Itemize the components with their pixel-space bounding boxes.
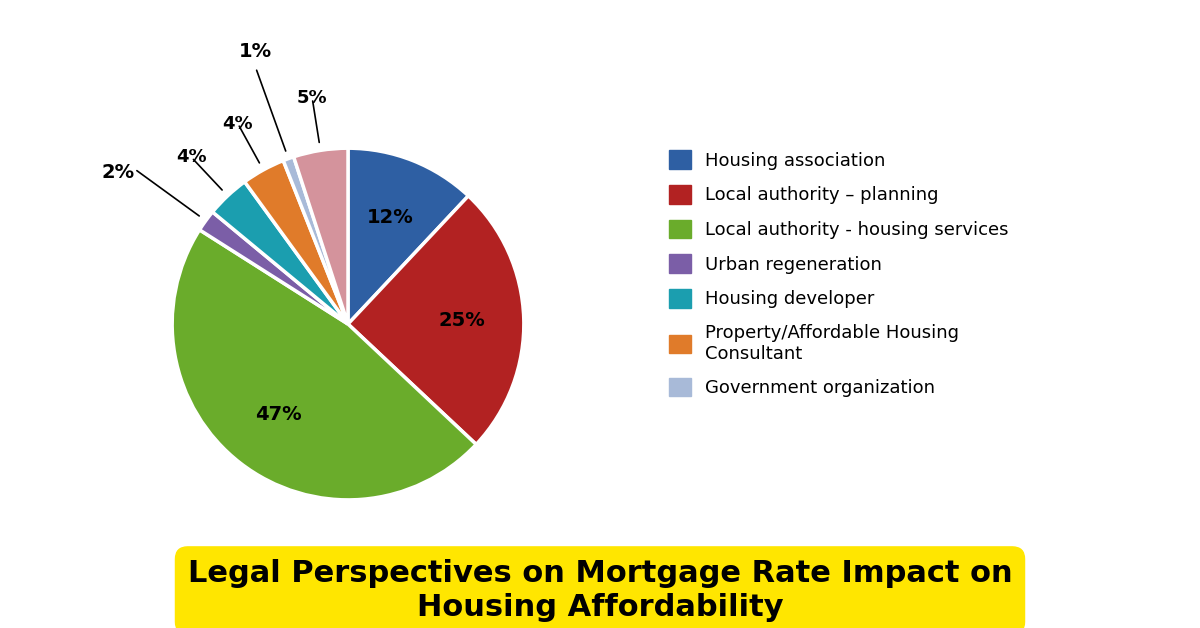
Text: 2%: 2%: [102, 163, 134, 182]
Wedge shape: [199, 212, 348, 324]
Wedge shape: [348, 148, 468, 324]
Wedge shape: [294, 148, 348, 324]
Text: 1%: 1%: [239, 41, 272, 60]
Wedge shape: [245, 161, 348, 324]
Wedge shape: [283, 157, 348, 324]
Text: 25%: 25%: [439, 311, 486, 330]
Text: 12%: 12%: [367, 208, 414, 227]
Text: 5%: 5%: [296, 89, 328, 107]
Wedge shape: [212, 181, 348, 324]
Text: Legal Perspectives on Mortgage Rate Impact on
Housing Affordability: Legal Perspectives on Mortgage Rate Impa…: [187, 559, 1013, 622]
Wedge shape: [172, 230, 476, 500]
Legend: Housing association, Local authority – planning, Local authority - housing servi: Housing association, Local authority – p…: [662, 143, 1016, 404]
Text: 4%: 4%: [176, 148, 206, 166]
Text: 4%: 4%: [222, 115, 253, 133]
Wedge shape: [348, 196, 524, 445]
Text: 47%: 47%: [254, 405, 301, 424]
